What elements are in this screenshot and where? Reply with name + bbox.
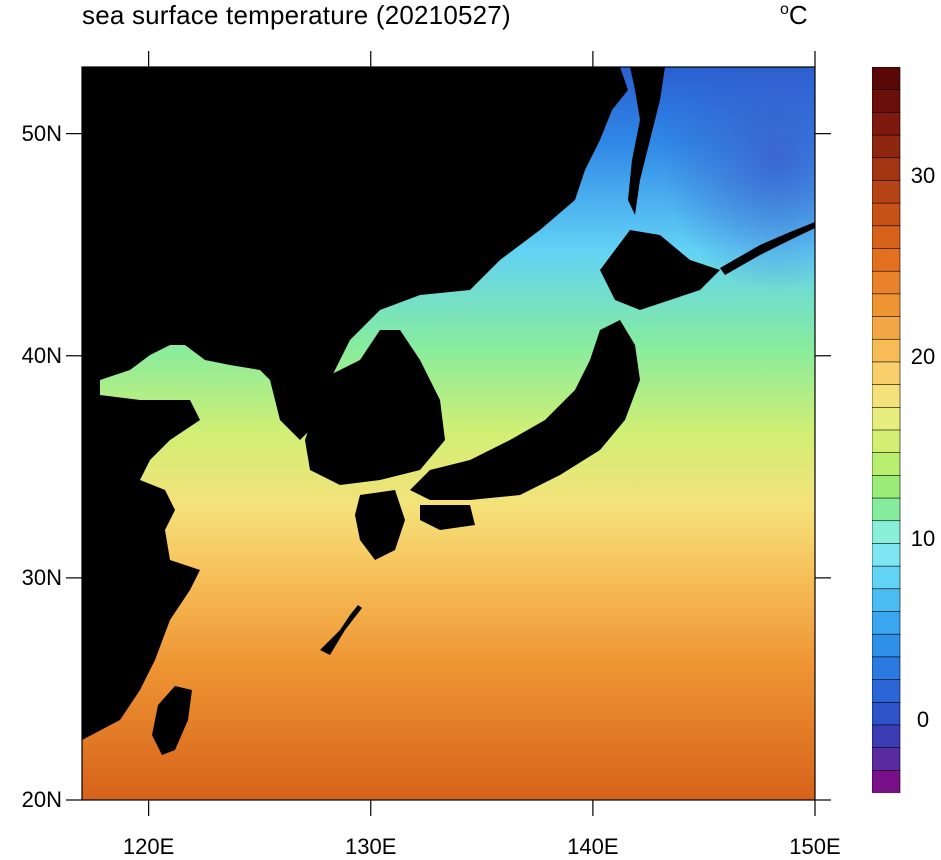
- colorbar: [872, 67, 901, 793]
- map-title: sea surface temperature (20210527): [82, 0, 511, 30]
- colorbar-tick-label: 20: [910, 344, 936, 370]
- colorbar-segment: [872, 225, 901, 250]
- hokkaido: [600, 230, 720, 310]
- colorbar-segment: [872, 134, 901, 159]
- colorbar-segment: [872, 202, 901, 227]
- colorbar-segment: [872, 747, 901, 771]
- kuril-islands: [720, 222, 815, 275]
- colorbar-segment: [872, 588, 901, 613]
- colorbar-segment: [872, 270, 901, 295]
- colorbar-segment: [872, 679, 901, 703]
- colorbar-segment: [872, 248, 901, 272]
- colorbar-tick-label: 0: [916, 707, 930, 733]
- colorbar-segment: [872, 112, 901, 136]
- unit-label: oC: [780, 0, 808, 31]
- colorbar-segment: [872, 384, 901, 408]
- lat-tick-label: 20N: [21, 787, 62, 812]
- colorbar-segment: [872, 361, 901, 386]
- colorbar-segment: [872, 452, 901, 476]
- sakhalin: [628, 67, 665, 215]
- colorbar-segment: [872, 67, 901, 91]
- colorbar-segment: [872, 429, 901, 454]
- degree-symbol: o: [780, 1, 789, 18]
- colorbar-segment: [872, 89, 901, 113]
- colorbar-segment: [872, 701, 901, 726]
- colorbar-segment: [872, 157, 901, 182]
- colorbar-segment: [872, 543, 901, 567]
- kyushu: [355, 490, 405, 560]
- lon-tick-label: 130E: [345, 834, 397, 859]
- colorbar-segment: [872, 475, 901, 499]
- lat-tick-label: 30N: [21, 564, 62, 590]
- colorbar-segment: [872, 520, 901, 545]
- colorbar-segment: [872, 407, 901, 431]
- colorbar-segment: [872, 497, 901, 522]
- shikoku: [420, 505, 475, 530]
- continent-landmass: [82, 67, 628, 740]
- colorbar-segment: [872, 293, 901, 318]
- colorbar-segment: [872, 180, 901, 204]
- colorbar-segment: [872, 338, 901, 363]
- unit-letter: C: [788, 0, 808, 30]
- colorbar-segment: [872, 611, 901, 635]
- taiwan: [152, 686, 192, 755]
- colorbar-segment: [872, 724, 901, 749]
- colorbar-segment: [872, 770, 901, 793]
- colorbar-segment: [872, 656, 901, 681]
- lat-tick-label: 50N: [21, 120, 62, 146]
- colorbar-segment: [872, 316, 901, 340]
- plot-frame: [81, 66, 816, 801]
- lat-tick-label: 40N: [21, 342, 62, 368]
- axis-ticks: [66, 51, 831, 816]
- lon-tick-label: 150E: [789, 834, 841, 859]
- lon-tick-label: 120E: [122, 834, 175, 859]
- ryukyu-islands: [320, 605, 362, 655]
- colorbar-segment: [872, 565, 901, 590]
- lon-tick-label: 140E: [567, 834, 619, 859]
- colorbar-tick-label: 10: [910, 525, 936, 551]
- honshu: [410, 320, 640, 500]
- korean-peninsula: [305, 330, 445, 485]
- colorbar-tick-label: 30: [910, 162, 936, 188]
- colorbar-segment: [872, 633, 901, 658]
